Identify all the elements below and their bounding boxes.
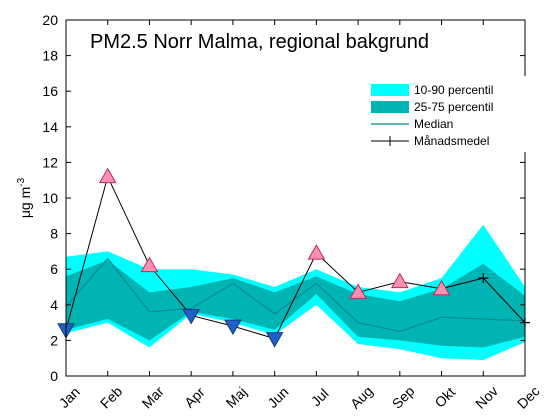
x-tick-label-mar: Mar — [139, 383, 168, 412]
x-tick-label-jun: Jun — [264, 384, 291, 411]
y-tick-label-16: 16 — [42, 83, 58, 99]
x-tick-label-jan: Jan — [56, 384, 83, 411]
y-axis-label-exponent: -3 — [16, 177, 27, 186]
y-tick-label-12: 12 — [42, 154, 58, 170]
chart-title: PM2.5 Norr Malma, regional bakgrund — [90, 31, 429, 53]
marker-above-sep — [390, 272, 409, 289]
x-tick-label-apr: Apr — [181, 384, 208, 411]
y-tick-label-18: 18 — [42, 48, 58, 64]
band-25-75 — [66, 260, 525, 348]
legend: 10-90 percentil 25-75 percentil Median M… — [363, 76, 531, 152]
y-tick-label-20: 20 — [42, 12, 58, 28]
x-tick-label-feb: Feb — [97, 383, 126, 412]
marker-above-aug — [349, 283, 367, 299]
legend-label-10-90: 10-90 percentil — [414, 83, 493, 97]
marker-plus-nov — [478, 273, 489, 284]
median-line — [65, 257, 526, 333]
marker-above-jul — [307, 244, 326, 260]
plot-area — [57, 167, 530, 360]
legend-label-monthly-mean: Månadsmedel — [414, 134, 489, 148]
y-tick-label-8: 8 — [50, 226, 58, 242]
marker-above-feb — [98, 167, 117, 184]
y-axis-label: μg m-3 — [16, 177, 33, 218]
legend-swatch-10-90 — [371, 84, 409, 96]
monthly-mean-line — [65, 175, 526, 340]
legend-label-25-75: 25-75 percentil — [414, 100, 493, 114]
y-tick-label-6: 6 — [50, 261, 58, 277]
y-tick-label-0: 0 — [50, 368, 58, 384]
marker-below-maj — [224, 319, 242, 336]
y-tick-label-14: 14 — [42, 119, 58, 135]
x-tick-label-sep: Sep — [389, 383, 418, 412]
y-tick-label-10: 10 — [42, 190, 58, 206]
x-tick-label-nov: Nov — [472, 383, 501, 412]
x-tick-label-maj: Maj — [223, 384, 250, 411]
legend-swatch-25-75 — [371, 101, 409, 113]
x-tick-label-okt: Okt — [431, 384, 458, 411]
marker-above-mar — [140, 256, 159, 273]
svg-text:μg m-3: μg m-3 — [16, 177, 33, 218]
marker-below-apr — [182, 308, 201, 325]
x-tick-label-dec: Dec — [514, 383, 543, 412]
x-tick-label-jul: Jul — [308, 385, 332, 409]
y-tick-label-2: 2 — [50, 332, 58, 348]
y-tick-label-4: 4 — [50, 297, 58, 313]
x-tick-label-aug: Aug — [347, 383, 376, 412]
marker-below-jun — [265, 332, 284, 348]
legend-label-median: Median — [414, 117, 453, 131]
marker-above-okt — [432, 279, 451, 296]
y-axis-label-main: μg m — [17, 187, 33, 218]
